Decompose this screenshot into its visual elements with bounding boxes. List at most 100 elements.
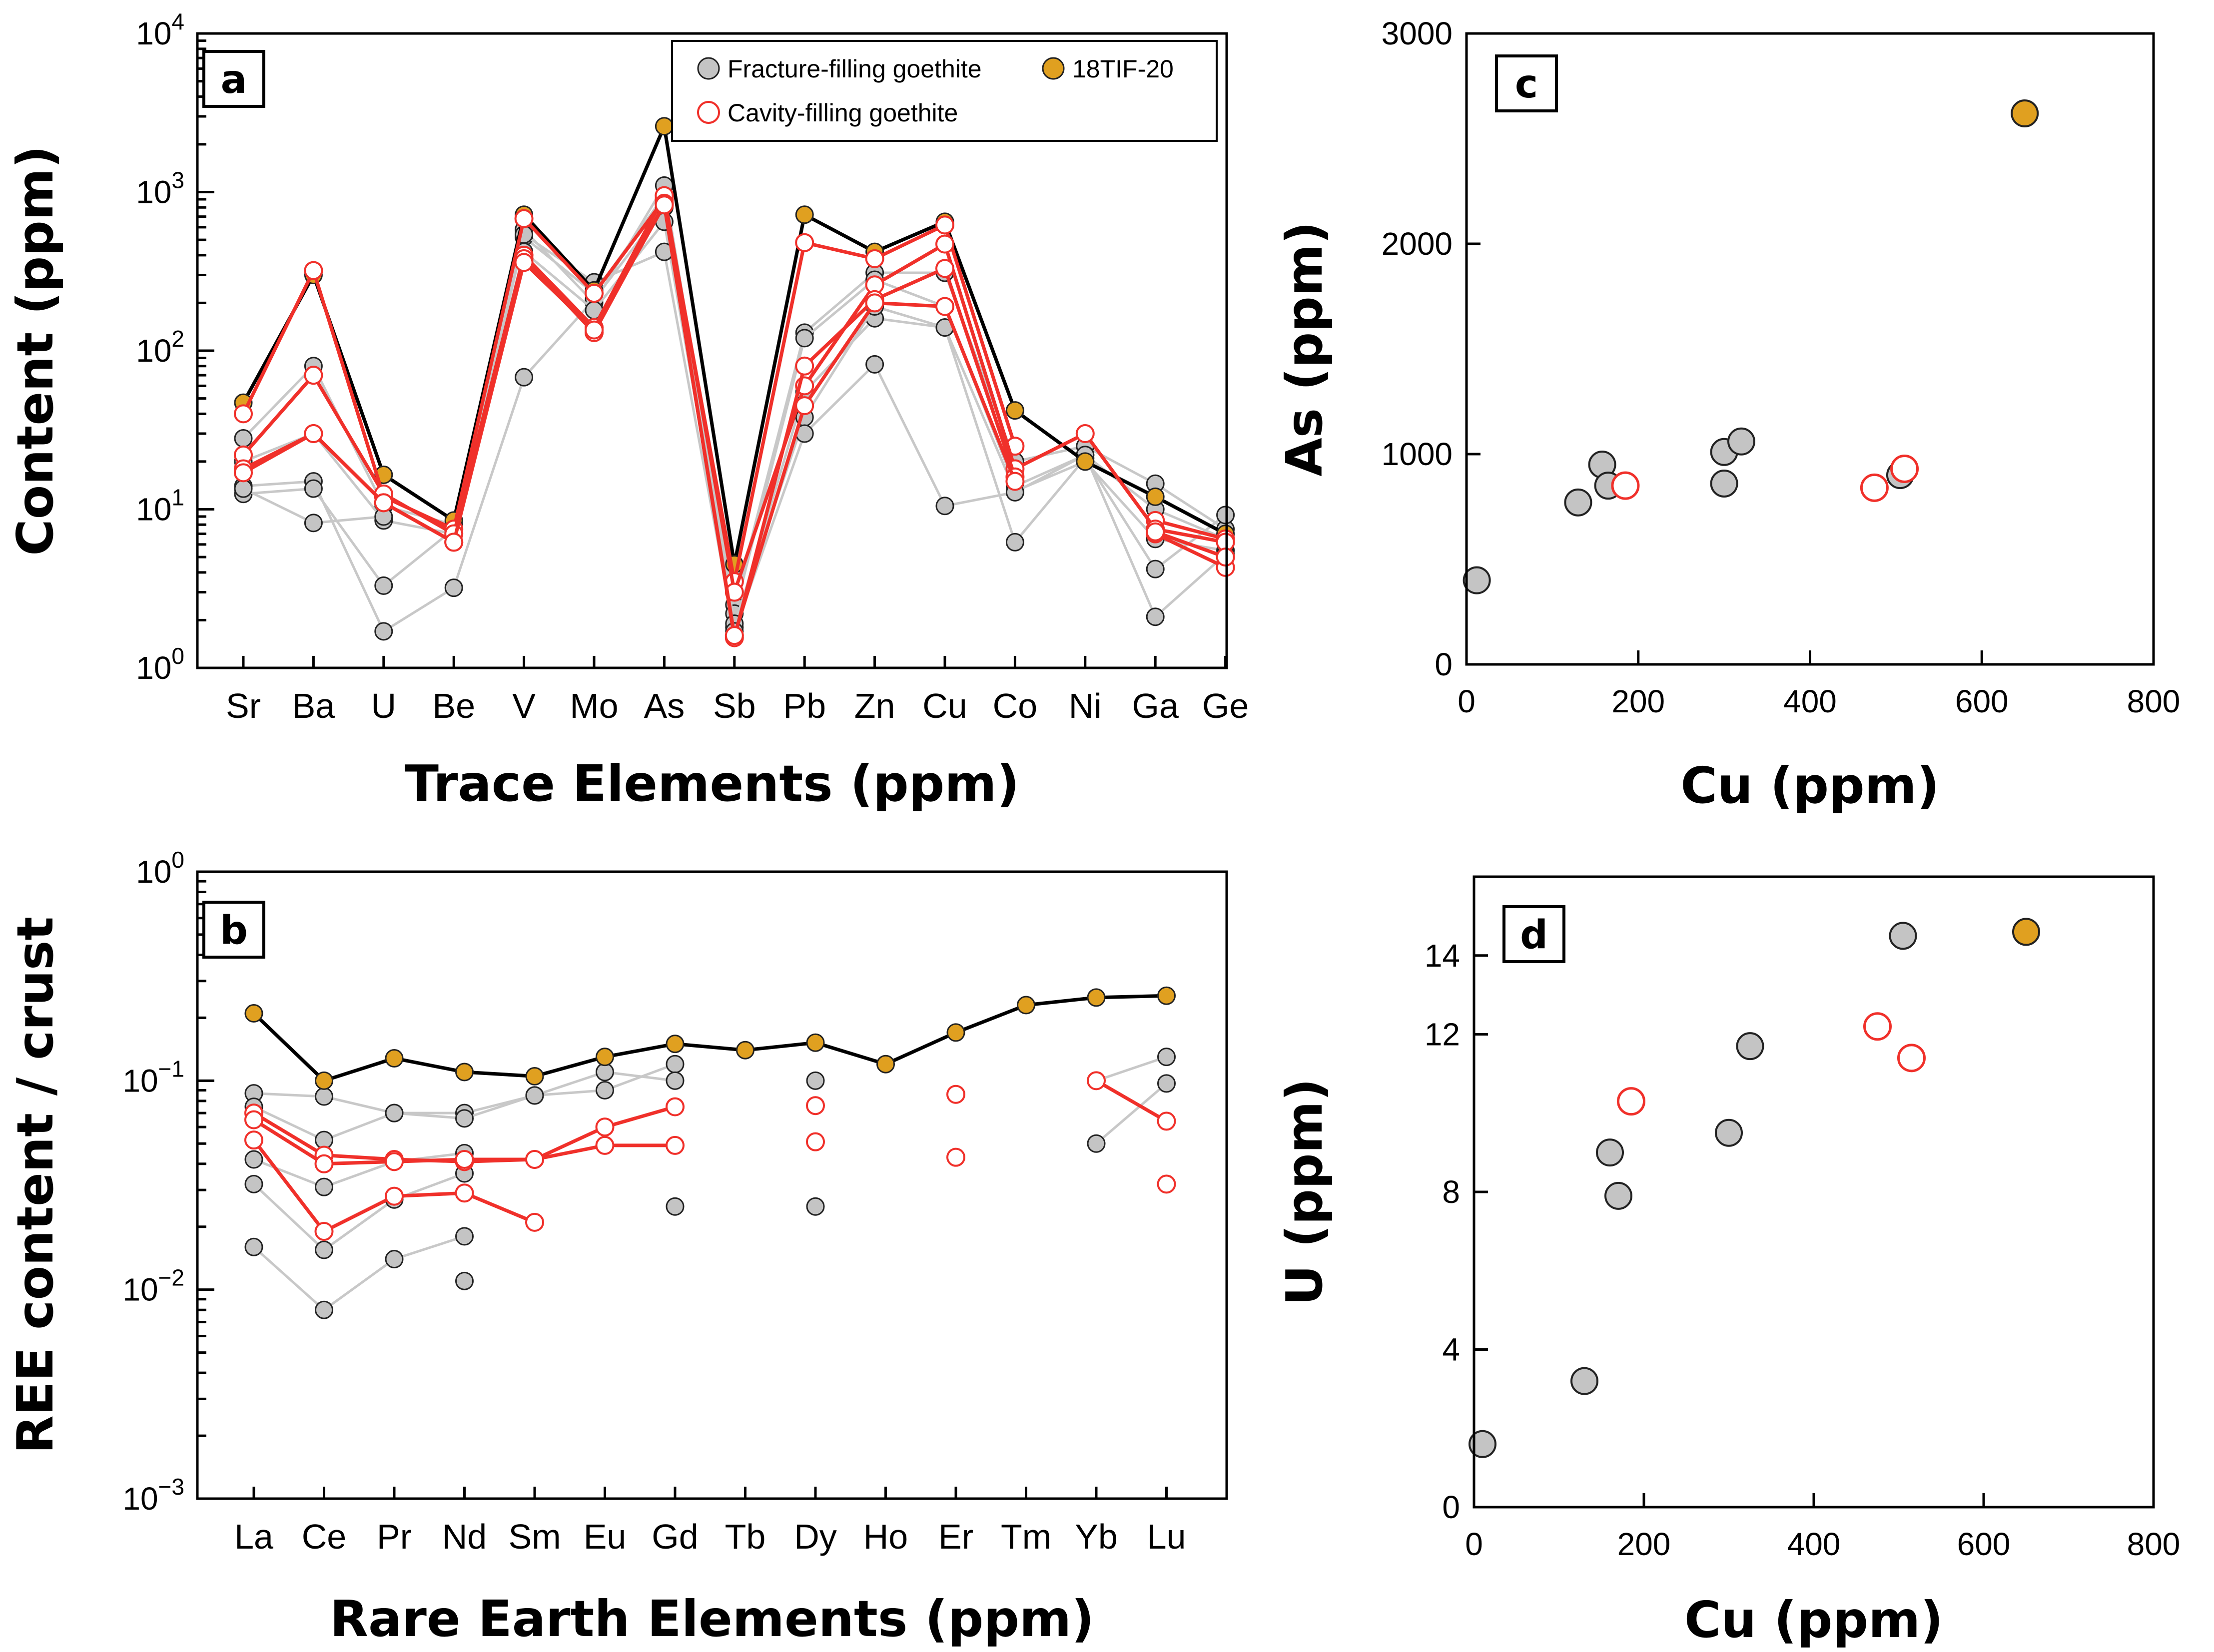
series-line-fracture [253, 1151, 465, 1188]
x-tick-label: Tb [725, 1517, 766, 1556]
data-point-fracture [374, 576, 393, 595]
data-point-fracture [1736, 1032, 1764, 1061]
data-point-cavity [1617, 1087, 1645, 1116]
data-point-cavity [304, 424, 323, 444]
y-tick-label: 10−2 [122, 1265, 184, 1308]
data-point-cavity [935, 297, 954, 316]
y-tick-label: 2000 [1382, 226, 1453, 262]
data-point-fracture [385, 1103, 404, 1122]
data-point-sample [946, 1023, 965, 1042]
legend-label-cavity: Cavity-filling goethite [728, 99, 958, 127]
data-point-sample [806, 1033, 825, 1052]
x-tick-label: Er [938, 1517, 973, 1556]
data-point-fracture [596, 1081, 614, 1100]
series-line-fracture [253, 1172, 465, 1251]
x-tick-label: 0 [1458, 683, 1476, 719]
legend-marker-fracture [697, 57, 720, 80]
x-tick-label: 0 [1465, 1526, 1483, 1562]
data-point-cavity [525, 1149, 544, 1169]
legend-marker-sample [1042, 57, 1065, 80]
data-point-fracture [865, 355, 884, 374]
data-point-fracture [244, 1174, 263, 1193]
data-point-fracture [1005, 533, 1024, 551]
data-point-fracture [1596, 1138, 1624, 1167]
data-point-fracture [1157, 1074, 1176, 1093]
axes-frame-c [1465, 32, 2155, 666]
axes-frame-b [196, 870, 1228, 1500]
data-point-cavity [946, 1085, 965, 1104]
data-point-cavity [806, 1096, 825, 1115]
x-tick-label: Co [993, 686, 1037, 725]
x-tick-label: Sm [509, 1517, 561, 1556]
axes-frame-a [196, 32, 1228, 669]
data-point-cavity [865, 293, 884, 313]
series-line-cavity [1154, 532, 1227, 569]
x-tick-label: As [644, 686, 685, 725]
data-point-sample [1157, 986, 1176, 1005]
y-tick-label: 102 [136, 326, 184, 369]
data-point-sample [596, 1048, 614, 1067]
x-tick-label: Ba [292, 686, 335, 725]
panel-label-d: d [1520, 913, 1548, 958]
data-point-fracture [806, 1197, 825, 1216]
x-tick-label: Ge [1202, 686, 1249, 725]
y-tick-label: 103 [136, 167, 184, 210]
data-point-fracture [666, 1071, 685, 1090]
x-tick-label: Pb [783, 686, 826, 725]
series-line-cavity [241, 197, 1017, 583]
data-point-sample [1017, 996, 1035, 1015]
data-point-cavity [374, 493, 393, 513]
data-point-cavity [1611, 471, 1640, 500]
data-point-fracture [1604, 1181, 1632, 1210]
x-tick-label: 400 [1783, 683, 1837, 719]
data-point-cavity [946, 1147, 965, 1167]
data-point-fracture [666, 1055, 685, 1074]
y-tick-label: 0 [1442, 1489, 1460, 1525]
data-point-fracture [244, 1237, 263, 1256]
data-point-cavity [666, 1097, 685, 1116]
x-tick-label: Cu [922, 686, 967, 725]
data-point-fracture [234, 429, 253, 448]
data-point-cavity [1146, 522, 1165, 542]
data-point-sample [736, 1041, 754, 1060]
data-point-cavity [455, 1149, 474, 1169]
data-point-cavity [666, 1135, 685, 1155]
data-point-fracture [315, 1240, 333, 1259]
data-point-cavity [455, 1183, 474, 1203]
data-point-fracture [1727, 427, 1755, 456]
data-point-cavity [865, 249, 884, 268]
plot-area-d [1474, 877, 2154, 1507]
data-point-fracture [455, 1227, 474, 1246]
data-point-fracture [1710, 469, 1738, 498]
data-point-fracture [234, 479, 253, 498]
data-point-cavity [1157, 1111, 1176, 1131]
axes-frame-d [1473, 875, 2155, 1509]
data-point-sample [2012, 918, 2040, 946]
data-point-fracture [1146, 607, 1165, 626]
data-point-sample [666, 1035, 685, 1054]
x-tick-label: 600 [1955, 683, 2009, 719]
data-point-cavity [514, 253, 534, 272]
data-point-fracture [385, 1250, 404, 1269]
x-tick-label: Gd [652, 1517, 698, 1556]
panel-label-box-a [202, 50, 265, 108]
x-tick-label: 400 [1787, 1526, 1841, 1562]
data-point-cavity [595, 1135, 615, 1155]
data-point-cavity [514, 209, 534, 228]
legend-label-fracture: Fracture-filling goethite [728, 55, 982, 83]
data-point-fracture [444, 578, 463, 597]
data-point-fracture [455, 1109, 474, 1128]
data-point-cavity [525, 1212, 544, 1232]
data-point-fracture [795, 329, 814, 348]
data-point-cavity [1863, 1012, 1892, 1041]
x-tick-label: U [371, 686, 397, 725]
x-tick-label: La [234, 1517, 273, 1556]
chart-panel-c: 0 200 400 600 800 0 1000 2000 3000 c As (ppm) Cu (p… [1275, 15, 2180, 815]
data-point-fracture [1564, 488, 1592, 517]
series-line-cavity [1155, 519, 1226, 541]
y-axis-title-c: As (ppm) [1275, 221, 1334, 477]
data-point-cavity [1005, 472, 1025, 491]
data-point-sample [385, 1049, 404, 1068]
data-point-fracture [374, 622, 393, 641]
y-tick-label: 100 [136, 643, 184, 686]
